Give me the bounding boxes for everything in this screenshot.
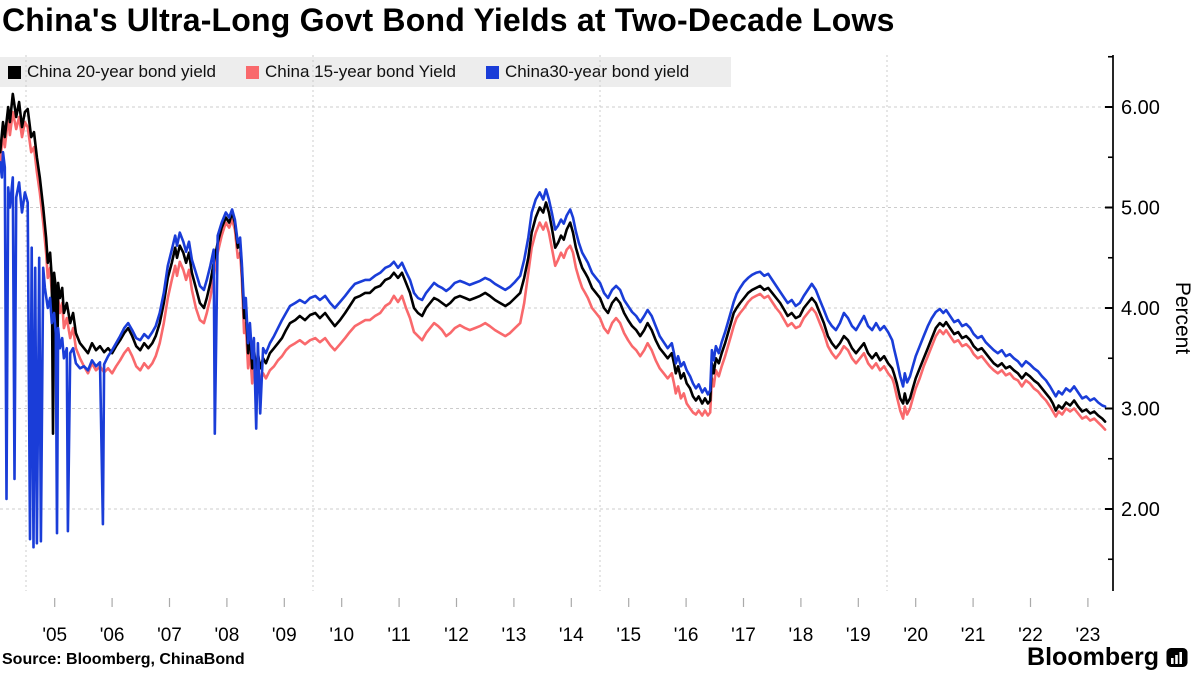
- series-line-15y: [0, 110, 1107, 431]
- chart-legend: China 20-year bond yield China 15-year b…: [0, 57, 731, 87]
- legend-label-20-year: China 20-year bond yield: [27, 62, 217, 81]
- y-tick-label: 6.00: [1121, 97, 1160, 119]
- source-note: Source: Bloomberg, ChinaBond: [2, 651, 245, 668]
- x-tick-label: '06: [100, 625, 125, 646]
- x-tick-label: '11: [387, 625, 410, 646]
- y-tick-label: 3.00: [1121, 399, 1160, 421]
- y-tick-label: 2.00: [1121, 499, 1160, 521]
- x-tick-label: '16: [674, 625, 699, 646]
- x-tick-label: '15: [616, 625, 641, 646]
- legend-item-20-year: China 20-year bond yield: [8, 62, 216, 82]
- x-tick-label: '23: [1076, 625, 1101, 646]
- x-tick-label: '17: [731, 625, 756, 646]
- y-axis-title: Percent: [1171, 282, 1194, 355]
- legend-swatch-20-year: [8, 65, 21, 79]
- y-tick-label: 5.00: [1121, 198, 1160, 220]
- x-tick-label: '05: [42, 625, 67, 646]
- legend-swatch-30-year: [485, 65, 499, 79]
- x-tick-label: '07: [157, 625, 182, 646]
- legend-label-30-year: China30-year bond yield: [504, 62, 690, 81]
- x-tick-label: '09: [272, 625, 297, 646]
- x-tick-label: '08: [215, 625, 240, 646]
- x-tick-label: '22: [1018, 625, 1043, 646]
- series-line-20y: [0, 92, 1107, 435]
- x-tick-label: '18: [789, 625, 814, 646]
- x-tick-label: '14: [559, 625, 584, 646]
- x-tick-label: '20: [903, 625, 928, 646]
- legend-item-30-year: China30-year bond yield: [485, 62, 690, 82]
- bar-chart-bubble-icon: [1166, 647, 1188, 669]
- x-tick-label: '13: [502, 625, 527, 646]
- x-tick-label: '10: [329, 625, 354, 646]
- series-line-30y: [0, 150, 1107, 549]
- bloomberg-logo-text: Bloomberg: [1027, 643, 1159, 671]
- x-tick-label: '12: [444, 625, 469, 646]
- y-tick-label: 4.00: [1121, 298, 1160, 320]
- chart-title: China's Ultra-Long Govt Bond Yields at T…: [2, 2, 895, 38]
- x-tick-label: '19: [846, 625, 871, 646]
- bloomberg-logo: Bloomberg: [1027, 643, 1188, 672]
- x-tick-label: '21: [961, 625, 986, 646]
- legend-swatch-15-year: [246, 65, 260, 79]
